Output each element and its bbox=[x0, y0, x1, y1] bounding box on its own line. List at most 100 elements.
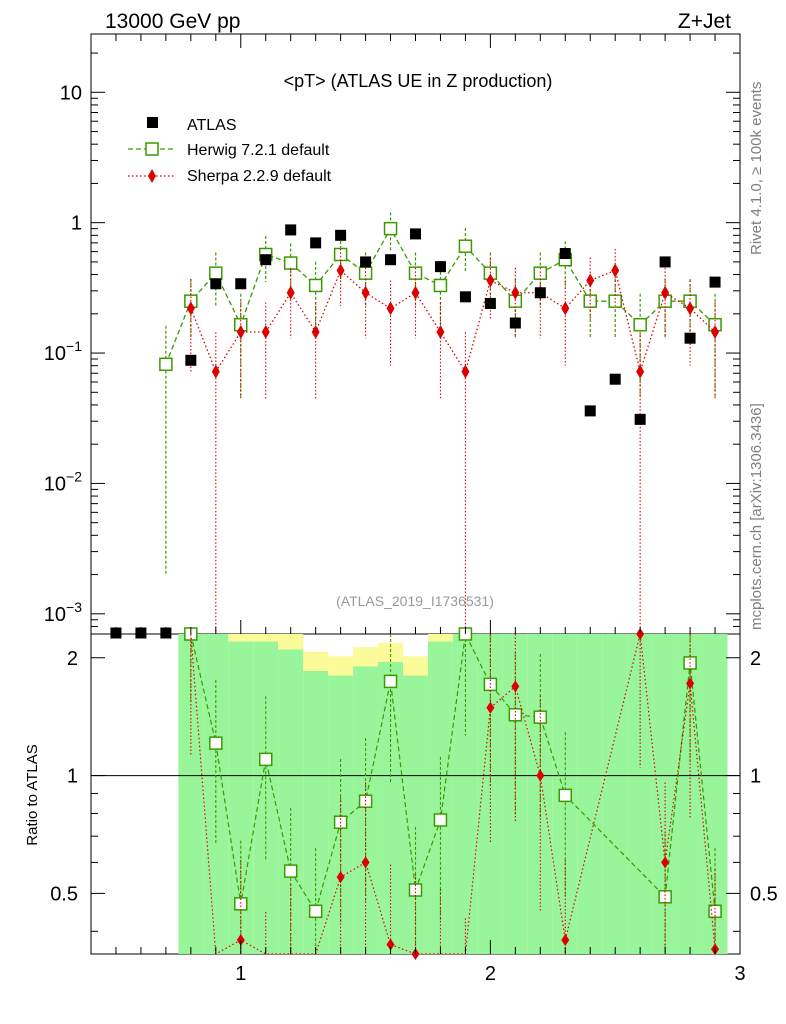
energy-label: 13000 GeV pp bbox=[105, 10, 240, 33]
ratio-band-green bbox=[577, 634, 603, 954]
atlas-marker bbox=[235, 278, 247, 290]
herwig-marker bbox=[383, 221, 398, 236]
sherpa-marker bbox=[561, 301, 570, 316]
ratio-tick-label-right: 1 bbox=[750, 766, 761, 788]
herwig-marker bbox=[209, 266, 223, 280]
legend-atlas-label: ATLAS bbox=[187, 117, 237, 134]
herwig-ratio-marker bbox=[433, 813, 448, 827]
herwig-ratio-marker bbox=[283, 864, 298, 878]
atlas-marker bbox=[684, 332, 696, 344]
mcplots-label: mcplots.cern.ch [arXiv:1306.3436] bbox=[748, 403, 765, 630]
atlas-marker bbox=[360, 256, 372, 268]
sherpa-marker bbox=[586, 273, 595, 288]
sherpa-marker bbox=[511, 285, 520, 300]
sherpa-marker bbox=[636, 364, 645, 379]
y-tick-label: 10−2 bbox=[44, 468, 82, 495]
herwig-ratio-marker bbox=[658, 890, 672, 904]
herwig-ratio-marker bbox=[209, 736, 223, 750]
atlas-marker bbox=[410, 228, 421, 240]
sherpa-marker bbox=[711, 325, 720, 340]
sherpa-ratio-marker bbox=[561, 934, 570, 947]
atlas-marker bbox=[285, 224, 297, 236]
legend-herwig-label: Herwig 7.2.1 default bbox=[187, 142, 330, 159]
sherpa-marker bbox=[661, 285, 670, 300]
atlas-marker bbox=[484, 297, 496, 309]
ratio-axis-label: Ratio to ATLAS bbox=[24, 744, 41, 845]
herwig-ratio-marker bbox=[258, 752, 273, 767]
sherpa-marker bbox=[686, 301, 695, 316]
y-tick-label: 1 bbox=[71, 213, 82, 235]
y-tick-label: 10 bbox=[60, 82, 82, 104]
y-tick-label-base: 10 bbox=[44, 604, 66, 626]
sherpa-marker bbox=[461, 364, 470, 379]
herwig-line bbox=[165, 227, 716, 365]
rivet-version-label: Rivet 4.1.0, ≥ 100k events bbox=[748, 82, 765, 255]
legend: ATLAS Herwig 7.2.1 default Sherpa 2.2.9 … bbox=[128, 117, 332, 185]
legend-sherpa-label: Sherpa 2.2.9 default bbox=[187, 168, 332, 185]
sherpa-marker bbox=[286, 285, 295, 300]
atlas-marker bbox=[609, 373, 621, 385]
sherpa-marker bbox=[186, 301, 195, 316]
y-tick-label-base: 10 bbox=[44, 473, 66, 495]
herwig-marker bbox=[458, 239, 473, 253]
sherpa-ratio-marker bbox=[661, 856, 670, 869]
sherpa-marker bbox=[261, 325, 270, 340]
herwig-ratio-marker bbox=[383, 674, 398, 689]
x-tick-label: 3 bbox=[734, 963, 745, 985]
ratio-uncertainty-bands bbox=[178, 634, 728, 954]
sherpa-marker bbox=[386, 301, 395, 316]
atlas-marker bbox=[434, 261, 446, 273]
sherpa-marker bbox=[611, 263, 620, 278]
sherpa-marker bbox=[336, 263, 345, 278]
analysis-label: (ATLAS_2019_I1736531) bbox=[336, 593, 494, 609]
sherpa-ratio-marker bbox=[511, 680, 520, 693]
atlas-marker bbox=[709, 276, 721, 288]
atlas-marker bbox=[459, 291, 471, 303]
y-tick-label: 10−1 bbox=[44, 338, 82, 365]
atlas-marker bbox=[659, 256, 671, 268]
atlas-marker bbox=[310, 237, 322, 249]
sherpa-marker bbox=[411, 285, 420, 300]
herwig-ratio-marker bbox=[308, 904, 323, 919]
legend-herwig-marker bbox=[145, 142, 159, 156]
ratio-tick-label-left: 2 bbox=[67, 648, 78, 670]
ratio-band-green bbox=[627, 634, 653, 954]
ratio-plot-layer bbox=[184, 627, 722, 960]
ratio-tick-label-right: 0.5 bbox=[750, 883, 778, 905]
atlas-marker bbox=[210, 278, 222, 290]
atlas-marker bbox=[584, 405, 596, 417]
chart-title: <pT> (ATLAS UE in Z production) bbox=[284, 71, 553, 91]
atlas-marker bbox=[185, 354, 197, 366]
herwig-marker bbox=[159, 357, 173, 372]
atlas-marker bbox=[509, 317, 521, 329]
atlas-marker bbox=[634, 413, 646, 425]
sherpa-ratio-marker bbox=[336, 871, 345, 884]
atlas-marker bbox=[335, 229, 347, 241]
herwig-marker bbox=[308, 278, 323, 293]
sherpa-ratio-marker bbox=[486, 701, 495, 714]
atlas-marker bbox=[260, 254, 272, 266]
y-tick-label-exponent: −2 bbox=[66, 468, 82, 484]
process-label: Z+Jet bbox=[678, 10, 731, 33]
herwig-marker bbox=[283, 256, 298, 270]
sherpa-marker bbox=[361, 285, 370, 300]
sherpa-marker bbox=[311, 325, 320, 340]
y-tick-label-base: 10 bbox=[44, 343, 66, 365]
y-tick-label-exponent: −3 bbox=[66, 599, 82, 615]
ratio-tick-label-right: 2 bbox=[750, 648, 761, 670]
sherpa-ratio-marker bbox=[686, 677, 695, 690]
legend-atlas-marker bbox=[147, 117, 158, 128]
sherpa-ratio-marker bbox=[536, 769, 545, 782]
ratio-tick-label-left: 0.5 bbox=[50, 883, 78, 905]
ratio-tick-label-left: 1 bbox=[67, 766, 78, 788]
herwig-marker bbox=[433, 278, 448, 293]
herwig-marker bbox=[633, 317, 647, 332]
sherpa-ratio-marker bbox=[386, 938, 395, 951]
ratio-band-green bbox=[452, 634, 478, 954]
x-tick-label: 2 bbox=[485, 963, 496, 985]
sherpa-marker bbox=[436, 325, 445, 340]
atlas-marker bbox=[559, 248, 571, 260]
atlas-marker bbox=[385, 254, 397, 266]
